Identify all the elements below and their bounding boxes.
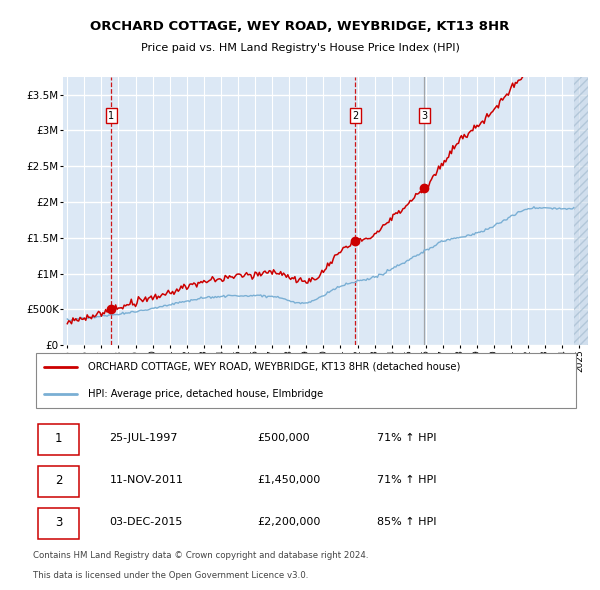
FancyBboxPatch shape xyxy=(38,466,79,497)
Text: 85% ↑ HPI: 85% ↑ HPI xyxy=(377,517,436,527)
Text: 2: 2 xyxy=(55,474,62,487)
Text: HPI: Average price, detached house, Elmbridge: HPI: Average price, detached house, Elmb… xyxy=(88,389,323,399)
Text: 71% ↑ HPI: 71% ↑ HPI xyxy=(377,434,436,443)
Text: Contains HM Land Registry data © Crown copyright and database right 2024.: Contains HM Land Registry data © Crown c… xyxy=(33,550,368,560)
Text: 3: 3 xyxy=(55,516,62,529)
Text: £2,200,000: £2,200,000 xyxy=(257,517,320,527)
Text: 25-JUL-1997: 25-JUL-1997 xyxy=(109,434,178,443)
FancyBboxPatch shape xyxy=(38,508,79,539)
Text: 71% ↑ HPI: 71% ↑ HPI xyxy=(377,475,436,485)
Text: 2: 2 xyxy=(352,111,358,120)
Text: 03-DEC-2015: 03-DEC-2015 xyxy=(109,517,183,527)
Text: 1: 1 xyxy=(108,111,115,120)
FancyBboxPatch shape xyxy=(38,424,79,455)
Text: This data is licensed under the Open Government Licence v3.0.: This data is licensed under the Open Gov… xyxy=(33,571,308,579)
Text: Price paid vs. HM Land Registry's House Price Index (HPI): Price paid vs. HM Land Registry's House … xyxy=(140,44,460,53)
Text: ORCHARD COTTAGE, WEY ROAD, WEYBRIDGE, KT13 8HR (detached house): ORCHARD COTTAGE, WEY ROAD, WEYBRIDGE, KT… xyxy=(88,362,460,372)
Text: 11-NOV-2011: 11-NOV-2011 xyxy=(109,475,184,485)
Text: 3: 3 xyxy=(421,111,428,120)
Text: 1: 1 xyxy=(55,432,62,445)
Text: ORCHARD COTTAGE, WEY ROAD, WEYBRIDGE, KT13 8HR: ORCHARD COTTAGE, WEY ROAD, WEYBRIDGE, KT… xyxy=(91,20,509,33)
Text: £500,000: £500,000 xyxy=(257,434,310,443)
Bar xyxy=(574,77,588,345)
FancyBboxPatch shape xyxy=(36,353,576,408)
Text: £1,450,000: £1,450,000 xyxy=(257,475,320,485)
